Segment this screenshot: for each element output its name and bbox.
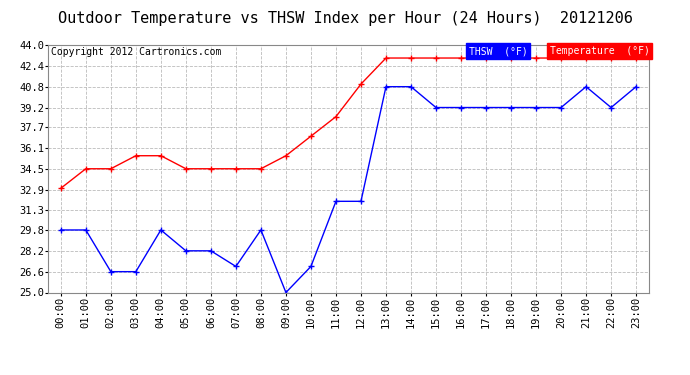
Text: Temperature  (°F): Temperature (°F) bbox=[549, 46, 649, 56]
Text: THSW  (°F): THSW (°F) bbox=[469, 46, 527, 56]
Text: Copyright 2012 Cartronics.com: Copyright 2012 Cartronics.com bbox=[51, 48, 221, 57]
Text: Outdoor Temperature vs THSW Index per Hour (24 Hours)  20121206: Outdoor Temperature vs THSW Index per Ho… bbox=[57, 11, 633, 26]
